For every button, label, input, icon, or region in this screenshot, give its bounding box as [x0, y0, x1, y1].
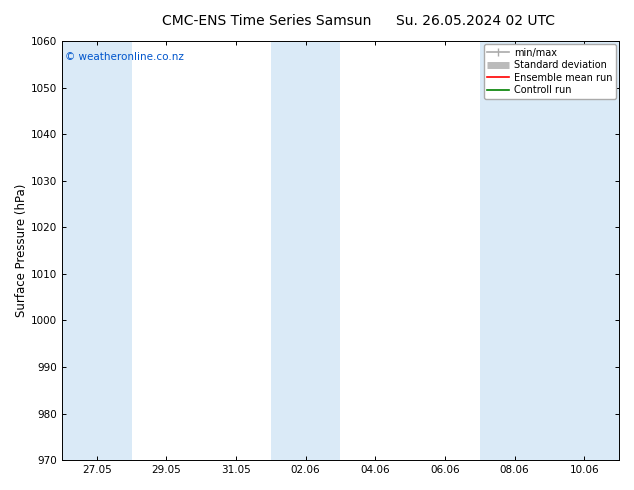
Legend: min/max, Standard deviation, Ensemble mean run, Controll run: min/max, Standard deviation, Ensemble me… [484, 44, 616, 99]
Text: CMC-ENS Time Series Samsun: CMC-ENS Time Series Samsun [162, 14, 371, 28]
Bar [480, 41, 550, 460]
Bar [550, 41, 619, 460]
Y-axis label: Surface Pressure (hPa): Surface Pressure (hPa) [15, 184, 28, 318]
Text: Su. 26.05.2024 02 UTC: Su. 26.05.2024 02 UTC [396, 14, 555, 28]
Bar [62, 41, 131, 460]
Bar [271, 41, 340, 460]
Text: © weatheronline.co.nz: © weatheronline.co.nz [65, 51, 184, 62]
